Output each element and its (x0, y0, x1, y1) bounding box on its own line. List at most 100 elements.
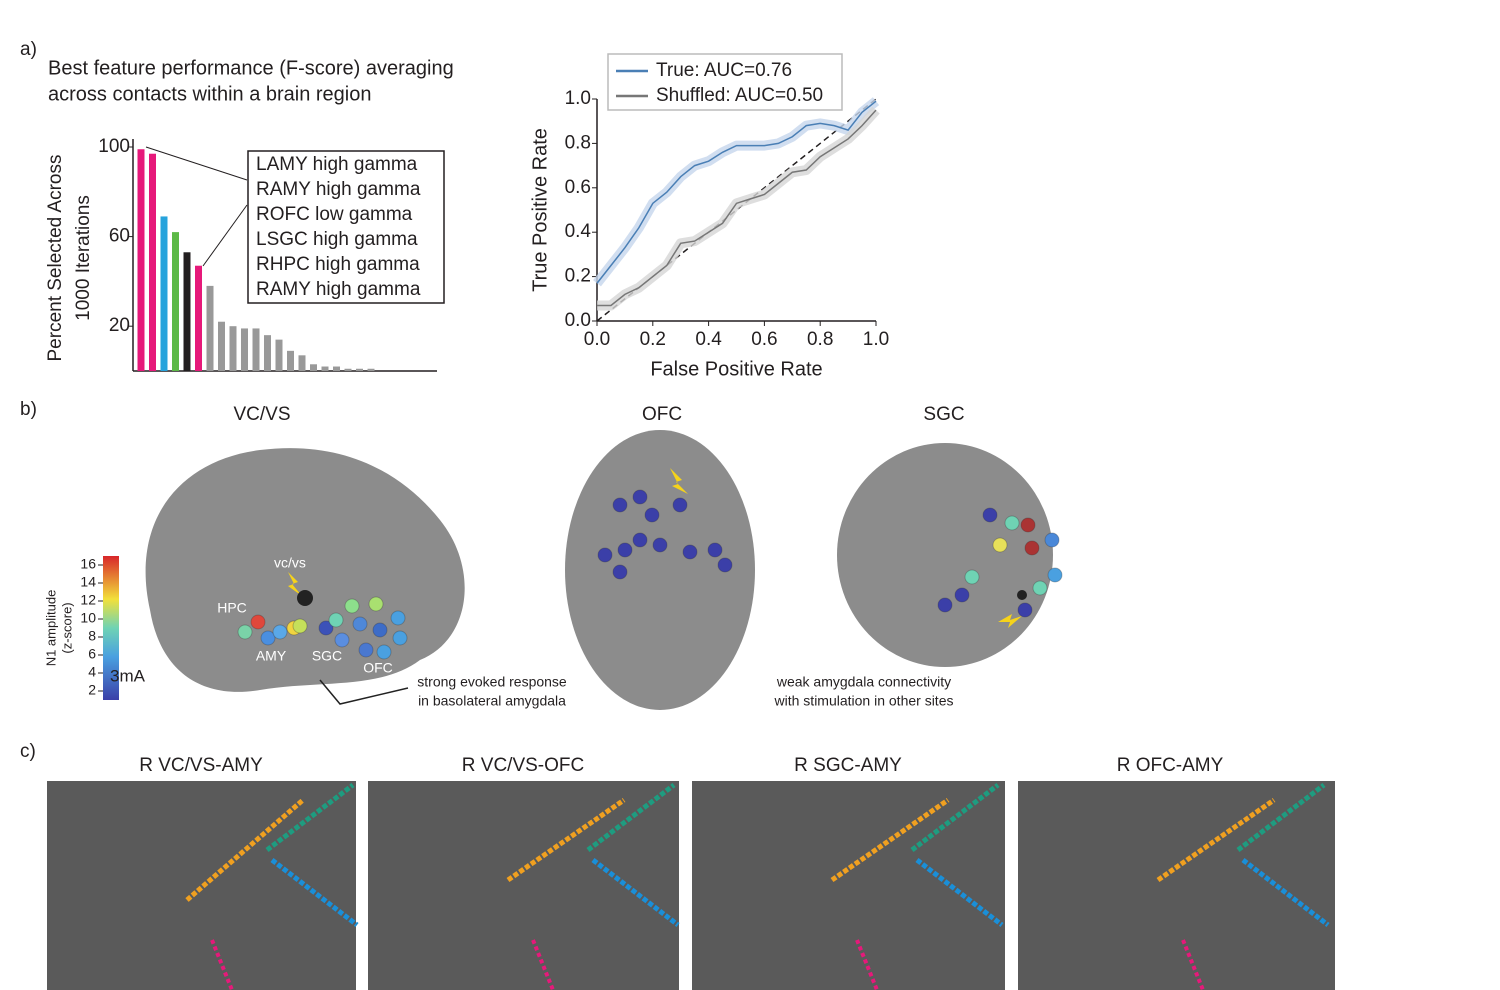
contact (1044, 532, 1060, 548)
contact (292, 618, 308, 634)
contact (390, 610, 406, 626)
current-label: 3mA (110, 666, 146, 685)
stim-site (297, 590, 313, 606)
y-tick-label: 100 (98, 136, 130, 157)
brain-label: vc/vs (274, 555, 306, 571)
contact (237, 624, 253, 640)
contact (1047, 567, 1063, 583)
y-tick-label: 0.4 (565, 221, 592, 242)
y-tick-label: 60 (109, 226, 130, 247)
annotation: LSGC high gamma (256, 229, 418, 250)
contact (982, 507, 998, 523)
mri (47, 781, 356, 990)
electrode (1181, 939, 1205, 990)
colorbar (103, 556, 119, 700)
x-tick-label: 0.0 (584, 329, 610, 350)
y-tick-label: 0.6 (565, 177, 591, 198)
bar (321, 366, 329, 371)
contact (250, 614, 266, 630)
electrode (1236, 783, 1326, 852)
panel-label: a) (20, 39, 37, 60)
legend-box (607, 53, 843, 111)
stim-site (1017, 590, 1027, 600)
contact (344, 598, 360, 614)
confidence-band (597, 106, 880, 311)
panel-label: c) (20, 741, 36, 762)
panel-title: SGC (923, 404, 964, 425)
bar (195, 265, 202, 371)
contact (1004, 515, 1020, 531)
contact (632, 489, 648, 505)
stim-icon (670, 468, 688, 494)
electrode (1241, 858, 1330, 927)
contact (707, 542, 723, 558)
x-tick-label: 0.6 (751, 329, 777, 350)
annotation: RAMY high gamma (256, 179, 421, 200)
panel-title: VC/VS (233, 404, 290, 425)
electrode (210, 939, 234, 990)
y-tick-label: 0.8 (565, 132, 591, 153)
bar (264, 335, 271, 371)
contact (358, 642, 374, 658)
bar (229, 326, 237, 371)
contact (597, 547, 613, 563)
bar (298, 355, 306, 371)
panel-title: R VC/VS-OFC (462, 755, 584, 776)
contact (334, 632, 350, 648)
x-axis-label: False Positive Rate (650, 358, 822, 380)
brain-images (145, 430, 1053, 710)
arrow (319, 679, 409, 705)
electrode (265, 783, 355, 852)
contact (372, 622, 388, 638)
bar (183, 252, 191, 371)
colorbar-tick-label: 16 (80, 556, 96, 572)
y-tick-label: 20 (109, 315, 130, 336)
contact (318, 620, 334, 636)
bar (356, 368, 363, 371)
panel-title: R VC/VS-AMY (139, 755, 263, 776)
chart-title: Best feature performance (F-score) avera… (48, 57, 454, 79)
electrode (531, 939, 555, 990)
bar (172, 232, 179, 371)
annotation-box (247, 150, 445, 304)
annotation: strong evoked response (417, 674, 567, 690)
electrode (1156, 797, 1276, 883)
y-tick-label: 1.0 (565, 88, 591, 109)
electrode (506, 797, 626, 883)
y-axis-label: 1000 Iterations (73, 195, 94, 321)
electrode (915, 858, 1004, 927)
x-tick-label: 0.2 (640, 329, 666, 350)
stim-icon (288, 572, 302, 596)
x-tick-label: 1.0 (863, 329, 889, 350)
annotation: weak amygdala connectivity (776, 674, 951, 690)
bar (149, 153, 156, 371)
colorbar-tick-label: 14 (80, 574, 96, 590)
colorbar-tick-label: 10 (80, 610, 96, 626)
roc-line (597, 109, 877, 307)
bar (344, 368, 352, 371)
bar (367, 368, 375, 371)
contact (1020, 517, 1036, 533)
brain-label: AMY (256, 648, 287, 664)
colorbar-tick-label: 8 (88, 628, 96, 644)
mri-panels (47, 781, 1335, 990)
bar (206, 285, 214, 371)
contact (1032, 580, 1048, 596)
bar (252, 328, 260, 371)
mri (368, 781, 679, 990)
bar (241, 328, 248, 371)
contact (617, 542, 633, 558)
annotation: LAMY high gamma (256, 154, 418, 175)
callout (202, 204, 248, 267)
contact (272, 624, 288, 640)
stim-icon (998, 614, 1022, 628)
annotation: with stimulation in other sites (774, 693, 954, 709)
contact (392, 630, 408, 646)
brain-bottom (837, 443, 1053, 667)
roc-line (596, 100, 877, 284)
brain-label: HPC (217, 600, 247, 616)
panel-title: R SGC-AMY (794, 755, 902, 776)
electrode (910, 783, 1000, 852)
